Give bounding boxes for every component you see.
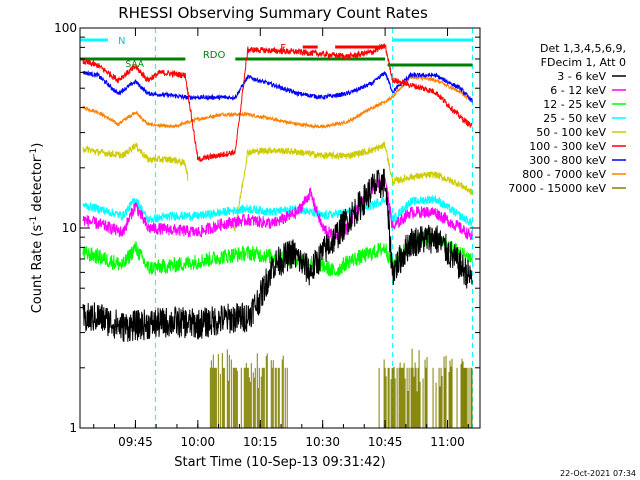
x-tick-label-0: 09:45 (118, 435, 153, 449)
y-axis-label-sup: -1 (29, 216, 39, 225)
x-tick-label-5: 11:00 (430, 435, 465, 449)
legend-label-7: 800 - 7000 keV (522, 168, 606, 181)
x-tick-label-2: 10:15 (243, 435, 278, 449)
series-path (82, 174, 473, 243)
legend-label-6: 300 - 800 keV (529, 154, 606, 167)
y-tick-label-1: 10 (62, 221, 77, 235)
legend-label-8: 7000 - 15000 keV (508, 182, 606, 195)
chart-title: RHESSI Observing Summary Count Rates (118, 4, 428, 22)
series-50to100keV-line (82, 141, 473, 233)
series-path (82, 168, 473, 342)
series-path (82, 195, 473, 227)
series-path (82, 70, 473, 103)
y-axis-label-tail: detector (30, 156, 45, 216)
rdo-label: RDO (203, 50, 226, 61)
series-path (82, 43, 473, 163)
series-3to6keV-line (82, 168, 473, 342)
x-tick-label-4: 10:45 (368, 435, 403, 449)
series-6to12keV-line (82, 174, 473, 243)
legend-label-2: 12 - 25 keV (543, 98, 606, 111)
legend-header-1: FDecim 1, Att 0 (541, 56, 626, 69)
x-tick-label-1: 10:00 (181, 435, 216, 449)
y-axis-label-end: ) (30, 143, 45, 148)
axes: 09:45 10:00 10:15 10:30 10:45 11:00 1 10 100 (54, 21, 480, 449)
series-100to300keV-line (82, 43, 473, 163)
series-25to50keV-line (82, 195, 473, 227)
x-tick-label-3: 10:30 (305, 435, 340, 449)
series-layer (82, 43, 473, 428)
saa-label: SAA (125, 60, 144, 70)
y-tick-label-0: 1 (69, 421, 77, 435)
legend-header-0: Det 1,3,4,5,6,9, (540, 42, 626, 55)
night-label: N (118, 36, 125, 47)
y-axis-label: Count Rate (s-1 detector-1) (29, 143, 45, 314)
y-axis-label-main: Count Rate (s (30, 225, 45, 314)
legend-label-1: 6 - 12 keV (550, 84, 606, 97)
y-axis-label-sup2: -1 (29, 148, 39, 157)
legend: Det 1,3,4,5,6,9,FDecim 1, Att 03 - 6 keV… (508, 42, 626, 195)
legend-label-0: 3 - 6 keV (557, 70, 606, 83)
timestamp: 22-Oct-2021 07:34 (560, 469, 636, 478)
series-path (82, 141, 473, 233)
series-7000to15000keV-line (209, 348, 473, 428)
legend-label-4: 50 - 100 keV (536, 126, 606, 139)
y-tick-label-2: 100 (54, 21, 77, 35)
legend-label-3: 25 - 50 keV (543, 112, 606, 125)
series-300to800keV-line (82, 70, 473, 103)
legend-label-5: 100 - 300 keV (529, 140, 606, 153)
x-axis-label: Start Time (10-Sep-13 09:31:42) (174, 455, 385, 470)
